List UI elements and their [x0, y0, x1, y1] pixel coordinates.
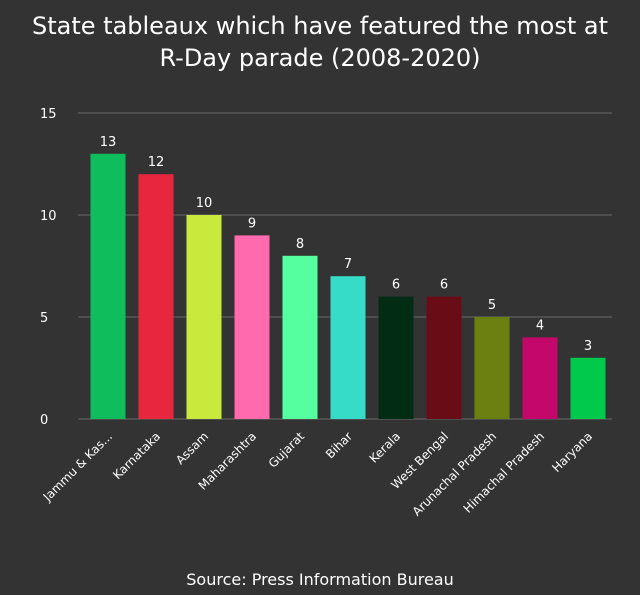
data-label: 7: [344, 257, 352, 272]
x-tick-label: Jammu & Kas...: [40, 429, 115, 504]
bar-5: [330, 276, 366, 419]
data-label: 8: [296, 237, 304, 252]
x-tick-label: Bihar: [323, 429, 355, 461]
chart-title-line-1: State tableaux which have featured the m…: [32, 12, 608, 40]
x-tick-label: Kerala: [367, 429, 404, 466]
bar-7: [426, 296, 462, 419]
data-label: 10: [196, 196, 213, 211]
bar-9: [522, 337, 558, 419]
x-tick-label: Haryana: [549, 429, 595, 475]
y-tick-label: 15: [40, 107, 57, 122]
x-tick-label: Assam: [173, 429, 211, 467]
data-label: 6: [392, 278, 400, 293]
bar-1: [138, 174, 174, 419]
bar-8: [474, 317, 510, 419]
data-label: 4: [536, 318, 544, 333]
data-label: 12: [148, 155, 165, 170]
data-label: 6: [440, 278, 448, 293]
data-label: 13: [100, 135, 117, 150]
source-note: Source: Press Information Bureau: [186, 570, 454, 589]
bar-2: [186, 215, 222, 419]
x-tick-label: Himachal Pradesh: [461, 429, 547, 515]
chart-title-line-2: R-Day parade (2008-2020): [159, 44, 481, 72]
x-tick-label: Gujarat: [266, 429, 308, 471]
data-label: 3: [584, 339, 592, 354]
y-tick-label: 10: [40, 209, 57, 224]
y-tick-label: 5: [40, 311, 48, 326]
bar-6: [378, 296, 414, 419]
bars-layer: [90, 153, 606, 420]
y-tick-label: 0: [40, 413, 48, 428]
x-tick-label: Karnataka: [110, 429, 163, 482]
bar-4: [282, 255, 318, 419]
data-label: 5: [488, 298, 496, 313]
bar-3: [234, 235, 270, 419]
bar-10: [570, 357, 606, 419]
bar-0: [90, 153, 126, 420]
x-tick-label: Arunachal Pradesh: [410, 429, 500, 519]
data-label: 9: [248, 216, 256, 231]
chart-title: State tableaux which have featured the m…: [0, 10, 640, 74]
